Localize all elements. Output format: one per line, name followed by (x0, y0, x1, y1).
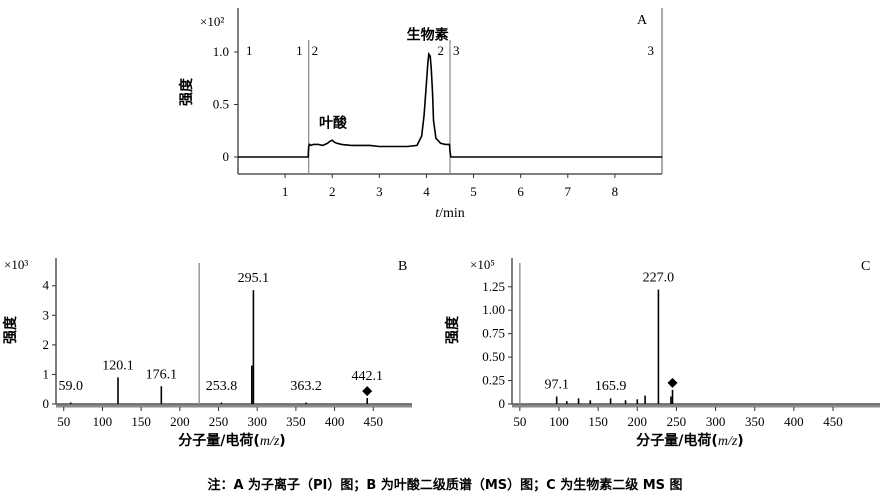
a-y-tick-label: 1.0 (213, 44, 229, 59)
a-x-label-italic: t (435, 206, 440, 221)
c-y-tick-label: 0 (499, 396, 506, 411)
b-x-tick-label: 350 (286, 414, 306, 429)
b-peak-label: 176.1 (146, 367, 178, 382)
c-multiplier: ×10⁵ (470, 257, 495, 272)
a-segment-label-left: 3 (648, 43, 655, 58)
b-x-label-open: ( (253, 433, 259, 449)
a-x-tick-label: 2 (329, 184, 336, 199)
c-x-label-close: ) (737, 433, 743, 449)
a-segment-label-left: 1 (246, 43, 253, 58)
b-x-label-main: 分子量/电荷 (178, 432, 253, 449)
c-x-tick-label: 200 (628, 414, 648, 429)
c-y-tick-label: 1.00 (482, 302, 505, 317)
a-x-tick-label: 8 (612, 184, 619, 199)
c-x-tick-label: 50 (513, 414, 526, 429)
b-x-tick-label: 250 (209, 414, 229, 429)
a-segment-label-right: 3 (453, 43, 460, 58)
c-x-axis-label: 分子量/电荷(m/z) (636, 432, 743, 449)
a-segment-label-left: 1 (296, 43, 303, 58)
b-x-label-italic: m/z (260, 434, 280, 449)
a-x-tick-label: 1 (282, 184, 289, 199)
b-x-tick-label: 300 (247, 414, 267, 429)
c-y-tick-label: 1.25 (482, 279, 505, 294)
c-panel-label: C (861, 259, 870, 274)
b-x-tick-label: 200 (170, 414, 190, 429)
b-peak-label: 253.8 (206, 379, 238, 394)
c-x-tick-label: 400 (784, 414, 804, 429)
b-x-tick-label: 150 (131, 414, 151, 429)
b-x-tick-label: 400 (325, 414, 345, 429)
c-x-label-open: ( (711, 433, 717, 449)
b-peak-label: 363.2 (290, 379, 322, 394)
c-x-tick-label: 250 (667, 414, 687, 429)
a-x-label-unit: /min (439, 206, 465, 221)
b-peak-label: 295.1 (238, 271, 270, 286)
a-annotation: 叶酸 (319, 115, 348, 132)
b-peak-label: 120.1 (102, 358, 134, 373)
c-x-tick-label: 350 (745, 414, 765, 429)
b-x-label-close: ) (279, 433, 285, 449)
a-x-axis-label: t/min (435, 206, 465, 221)
c-x-tick-label: 450 (823, 414, 843, 429)
c-y-tick-label: 0.75 (482, 326, 505, 341)
b-y-tick-label: 4 (43, 278, 50, 293)
b-y-tick-label: 1 (43, 366, 50, 381)
a-x-tick-label: 6 (517, 184, 524, 199)
a-y-tick-label: 0 (223, 149, 230, 164)
c-peak-label: 97.1 (544, 377, 569, 392)
a-x-tick-label: 5 (470, 184, 477, 199)
b-panel-label: B (398, 259, 407, 274)
a-x-tick-label: 7 (565, 184, 572, 199)
b-x-tick-label: 50 (57, 414, 70, 429)
c-x-tick-label: 300 (706, 414, 726, 429)
c-peak-label: 165.9 (595, 379, 627, 394)
a-x-tick-label: 3 (376, 184, 383, 199)
c-y-tick-label: 0.50 (482, 349, 505, 364)
c-x-label-italic: m/z (718, 434, 738, 449)
c-x-tick-label: 100 (549, 414, 569, 429)
b-x-axis-label: 分子量/电荷(m/z) (178, 432, 285, 449)
a-panel-label: A (637, 13, 648, 28)
a-segment-label-right: 2 (312, 43, 319, 58)
a-multiplier: ×10² (200, 14, 224, 29)
panel-c-chart: 0 0.25 0.50 0.75 1.00 1.25 50 100 150 200 250 300 35… (444, 257, 880, 449)
c-x-label-main: 分子量/电荷 (636, 432, 711, 449)
b-peak-label: 442.1 (351, 369, 383, 384)
b-x-tick-label: 450 (364, 414, 384, 429)
c-precursor-marker (667, 377, 678, 388)
a-y-axis-label: 强度 (178, 77, 195, 106)
b-peak-label: 59.0 (58, 379, 83, 394)
b-x-tick-label: 100 (93, 414, 113, 429)
c-y-tick-label: 0.25 (482, 373, 505, 388)
a-x-tick-label: 4 (423, 184, 430, 199)
b-y-tick-label: 0 (43, 396, 50, 411)
figure-caption: 注：A 为子离子（PI）图；B 为叶酸二级质谱（MS）图；C 为生物素二级 MS… (207, 477, 682, 493)
b-multiplier: ×10³ (4, 257, 28, 272)
b-y-tick-label: 2 (43, 337, 50, 352)
a-trace-line (238, 51, 662, 158)
a-segment-label-left: 2 (438, 43, 445, 58)
a-annotation: 生物素 (407, 26, 449, 43)
b-y-tick-label: 3 (43, 307, 50, 322)
b-y-axis-label: 强度 (2, 315, 19, 344)
c-peak-label: 227.0 (643, 271, 675, 286)
c-y-axis-label: 强度 (444, 315, 461, 344)
c-x-tick-label: 150 (588, 414, 608, 429)
b-precursor-marker (362, 386, 373, 397)
a-y-tick-label: 0.5 (213, 97, 229, 112)
